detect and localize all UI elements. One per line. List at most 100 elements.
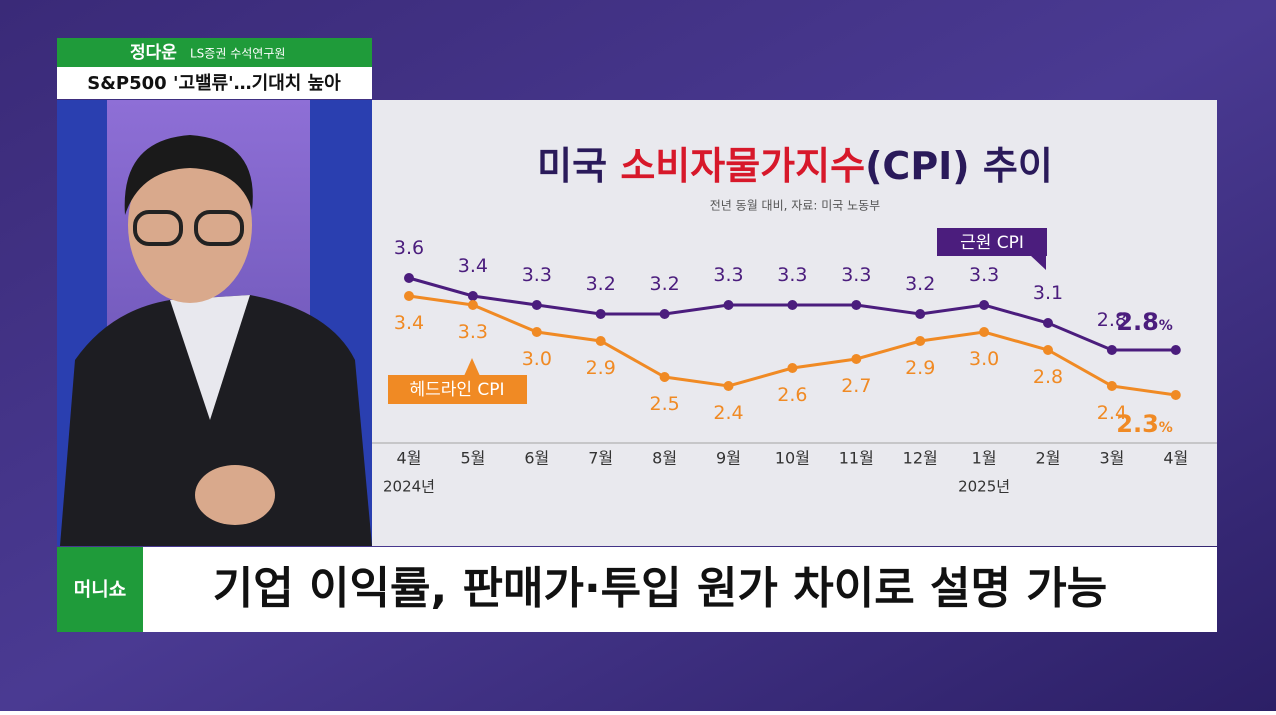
title-highlight: 소비자물가지수 bbox=[620, 144, 865, 188]
presenter-video bbox=[57, 100, 373, 546]
value-label-unit: % bbox=[1159, 318, 1173, 334]
logo: 머니쇼 bbox=[74, 579, 126, 601]
value-label: 2.4 bbox=[713, 402, 743, 424]
data-point bbox=[467, 291, 478, 301]
value-label-number: 3.3 bbox=[713, 264, 743, 286]
data-point bbox=[979, 300, 990, 310]
value-label: 2.9 bbox=[905, 357, 935, 379]
presenter-role: LS증권 수석연구원 bbox=[190, 47, 285, 61]
data-point bbox=[531, 327, 542, 337]
presenter-name: 정다운 bbox=[130, 43, 177, 63]
value-label: 2.8 bbox=[1033, 366, 1063, 388]
value-label: 3.1 bbox=[1033, 282, 1063, 304]
year-label: 2024년 bbox=[383, 478, 435, 496]
data-point bbox=[404, 291, 414, 301]
legend-box bbox=[388, 375, 527, 404]
value-label: 3.6 bbox=[394, 237, 424, 259]
value-label-number: 3.3 bbox=[841, 264, 871, 286]
value-label-number: 2.8 bbox=[1033, 366, 1063, 388]
value-label: 2.6 bbox=[777, 384, 807, 406]
value-label-number: 3.2 bbox=[905, 273, 935, 295]
value-label: 3.3 bbox=[713, 264, 743, 286]
value-label-number: 3.1 bbox=[1033, 282, 1063, 304]
value-label: 3.0 bbox=[969, 348, 999, 370]
x-tick-label: 2월 bbox=[1036, 449, 1061, 468]
data-point bbox=[1170, 390, 1181, 400]
legend-pointer bbox=[464, 358, 480, 376]
value-label-number: 3.3 bbox=[777, 264, 807, 286]
value-label-unit: % bbox=[1159, 420, 1173, 436]
caption-topic-bar bbox=[57, 67, 372, 99]
data-point bbox=[1043, 318, 1053, 328]
data-point bbox=[467, 300, 478, 310]
data-point bbox=[1043, 345, 1053, 355]
value-label: 3.0 bbox=[522, 348, 552, 370]
data-point bbox=[1170, 345, 1181, 355]
value-label: 3.3 bbox=[777, 264, 807, 286]
x-tick-label: 4월 bbox=[1163, 449, 1188, 468]
value-label-number: 2.9 bbox=[586, 357, 616, 379]
x-tick-label: 9월 bbox=[716, 449, 741, 468]
value-label-number: 3.4 bbox=[458, 255, 488, 277]
value-label-number: 2.4 bbox=[713, 402, 743, 424]
value-label: 3.2 bbox=[905, 273, 935, 295]
value-label: 2.9 bbox=[586, 357, 616, 379]
caption-topic: S&P500 '고밸류'…기대치 높아 bbox=[87, 73, 341, 94]
ticker-headline: 기업 이익률, 판매가·투입 원가 차이로 설명 가능 bbox=[213, 563, 1107, 614]
data-point bbox=[723, 381, 734, 391]
value-label: 3.3 bbox=[969, 264, 999, 286]
value-label-number: 2.8 bbox=[1097, 309, 1127, 331]
caption-name-bar bbox=[57, 38, 372, 67]
value-label-number: 2.7 bbox=[841, 375, 871, 397]
value-label-number: 2.5 bbox=[649, 393, 679, 415]
data-point bbox=[851, 354, 862, 364]
data-point bbox=[595, 309, 606, 319]
data-point bbox=[979, 327, 990, 337]
logo-box bbox=[57, 547, 143, 632]
data-point bbox=[851, 300, 862, 310]
value-label-number: 3.3 bbox=[522, 264, 552, 286]
x-tick-label: 4월 bbox=[397, 449, 422, 468]
data-point bbox=[723, 300, 734, 310]
value-label-number: 3.4 bbox=[394, 312, 424, 334]
x-tick-label: 3월 bbox=[1099, 449, 1124, 468]
x-tick-label: 10월 bbox=[775, 449, 810, 468]
value-label-number: 3.0 bbox=[969, 348, 999, 370]
title-part: (CPI) 추이 bbox=[865, 144, 1053, 188]
chart: 4월 2024년 5월 6월 7월 8월 9월 10월 11월 12월 1월 2025년 2월 3월 4월 3… bbox=[383, 228, 1188, 496]
year-label: 2025년 bbox=[958, 478, 1010, 496]
legend-pointer bbox=[1030, 255, 1046, 270]
value-label: 2.8 bbox=[1097, 309, 1127, 331]
value-label-number: 3.2 bbox=[649, 273, 679, 295]
data-point bbox=[915, 336, 926, 346]
data-point bbox=[787, 300, 798, 310]
title-part: 미국 bbox=[537, 144, 620, 188]
x-tick-label: 11월 bbox=[839, 449, 874, 468]
data-point bbox=[915, 309, 926, 319]
data-point bbox=[595, 336, 606, 346]
value-label-number: 3.3 bbox=[969, 264, 999, 286]
value-label: 3.2 bbox=[586, 273, 616, 295]
data-point bbox=[531, 300, 542, 310]
value-label: 3.3 bbox=[841, 264, 871, 286]
legend-box bbox=[937, 228, 1047, 256]
value-label: 3.3 bbox=[522, 264, 552, 286]
data-point bbox=[787, 363, 798, 373]
value-label: 2.8% bbox=[1116, 308, 1173, 336]
value-label-number: 3.0 bbox=[522, 348, 552, 370]
chart-title: 미국 소비자물가지수(CPI) 추이 bbox=[537, 144, 1053, 188]
data-point bbox=[404, 273, 414, 283]
data-point bbox=[659, 309, 670, 319]
legend-label: 근원 CPI bbox=[960, 233, 1024, 253]
value-label-number: 3.3 bbox=[458, 321, 488, 343]
value-label: 2.4 bbox=[1097, 402, 1127, 424]
chart-subtitle: 전년 동월 대비, 자료: 미국 노동부 bbox=[710, 199, 880, 213]
value-label: 3.3 bbox=[458, 321, 488, 343]
value-label-number: 2.9 bbox=[905, 357, 935, 379]
x-tick-label: 6월 bbox=[524, 449, 549, 468]
x-tick-label: 8월 bbox=[652, 449, 677, 468]
data-point bbox=[659, 372, 670, 382]
value-label-number: 2.8 bbox=[1116, 308, 1159, 336]
